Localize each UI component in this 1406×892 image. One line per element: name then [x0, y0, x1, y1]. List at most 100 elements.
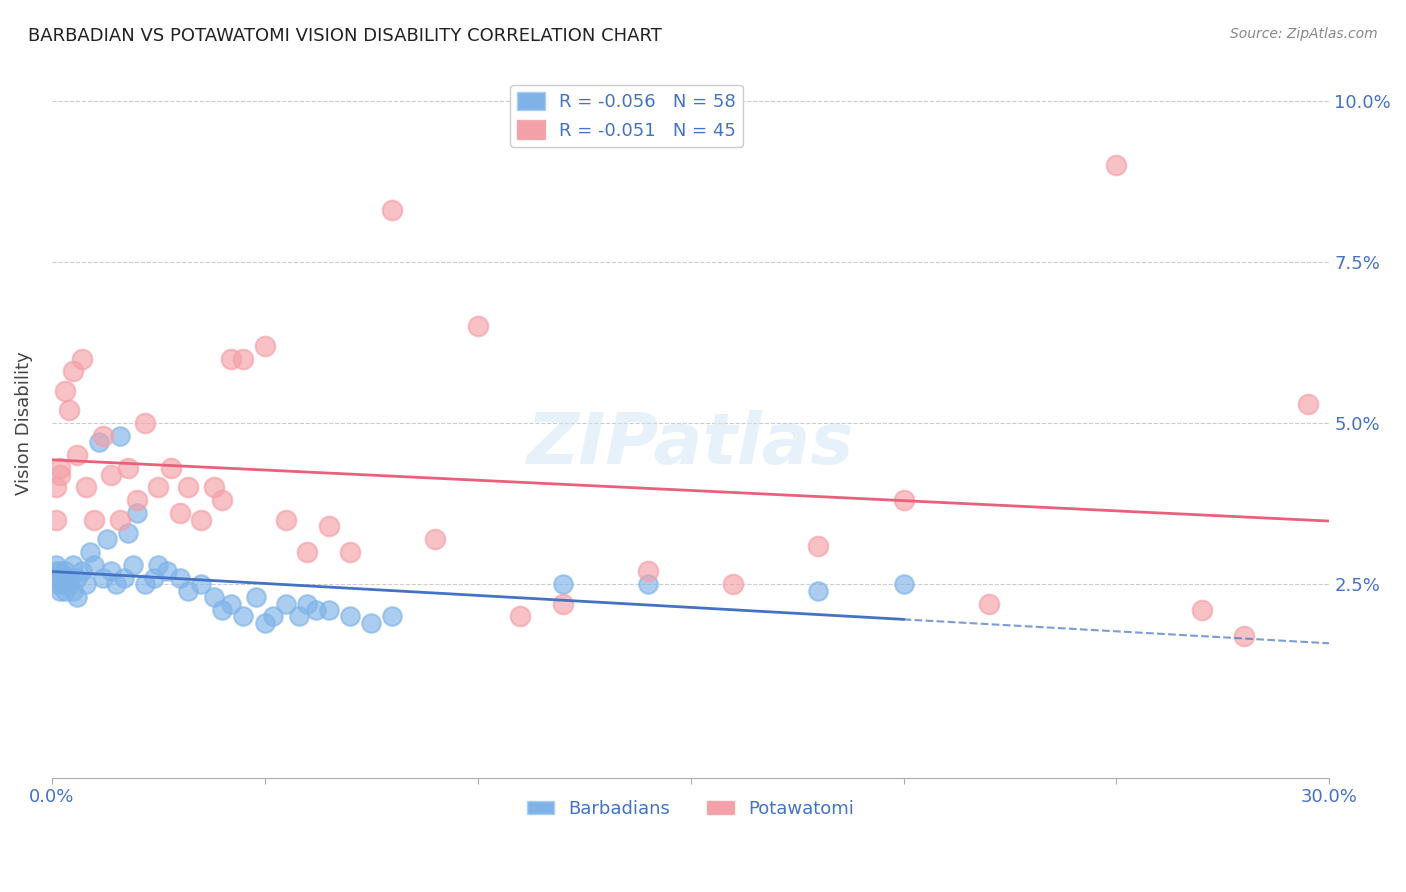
Point [274, 513, 297, 527]
Point [117, 461, 139, 475]
Point [49, 583, 72, 598]
Point [143, 571, 166, 585]
Point [381, 609, 404, 624]
Point [219, 597, 242, 611]
Point [53, 577, 76, 591]
Point [134, 416, 156, 430]
Point [177, 583, 200, 598]
Point [202, 481, 225, 495]
Point [148, 481, 170, 495]
Point [49, 571, 72, 585]
Point [232, 609, 254, 624]
Point [1105, 158, 1128, 172]
Point [287, 609, 309, 624]
Point [1233, 629, 1256, 643]
Point [637, 577, 659, 591]
Point [360, 615, 382, 630]
Legend: Barbadians, Potawatomi: Barbadians, Potawatomi [520, 793, 862, 825]
Point [66, 590, 89, 604]
Y-axis label: Vision Disability: Vision Disability [15, 351, 32, 495]
Point [977, 597, 1000, 611]
Point [112, 571, 135, 585]
Point [467, 319, 489, 334]
Point [637, 564, 659, 578]
Point [381, 203, 404, 218]
Point [45, 481, 67, 495]
Point [58, 571, 80, 585]
Point [339, 609, 361, 624]
Point [297, 597, 319, 611]
Text: BARBADIAN VS POTAWATOMI VISION DISABILITY CORRELATION CHART: BARBADIAN VS POTAWATOMI VISION DISABILIT… [28, 27, 662, 45]
Point [232, 351, 254, 366]
Point [169, 506, 191, 520]
Point [66, 571, 89, 585]
Point [211, 603, 233, 617]
Point [75, 481, 97, 495]
Point [45, 577, 67, 591]
Point [62, 364, 84, 378]
Point [96, 532, 118, 546]
Point [807, 583, 830, 598]
Point [125, 506, 148, 520]
Point [1296, 397, 1319, 411]
Point [45, 571, 67, 585]
Text: Source: ZipAtlas.com: Source: ZipAtlas.com [1230, 27, 1378, 41]
Point [75, 577, 97, 591]
Point [70, 351, 93, 366]
Point [190, 577, 212, 591]
Point [893, 577, 915, 591]
Point [1191, 603, 1213, 617]
Point [58, 577, 80, 591]
Point [807, 539, 830, 553]
Point [177, 481, 200, 495]
Point [83, 513, 105, 527]
Point [202, 590, 225, 604]
Point [83, 558, 105, 572]
Point [108, 513, 131, 527]
Point [100, 564, 122, 578]
Point [100, 467, 122, 482]
Point [125, 493, 148, 508]
Point [219, 351, 242, 366]
Point [49, 577, 72, 591]
Point [169, 571, 191, 585]
Point [148, 558, 170, 572]
Point [262, 609, 284, 624]
Point [45, 513, 67, 527]
Point [211, 493, 233, 508]
Point [721, 577, 744, 591]
Point [253, 615, 276, 630]
Point [91, 571, 114, 585]
Point [160, 461, 183, 475]
Point [62, 558, 84, 572]
Point [79, 545, 101, 559]
Point [53, 571, 76, 585]
Point [49, 467, 72, 482]
Point [62, 583, 84, 598]
Point [423, 532, 446, 546]
Point [190, 513, 212, 527]
Point [245, 590, 267, 604]
Point [297, 545, 319, 559]
Point [305, 603, 328, 617]
Point [53, 564, 76, 578]
Point [49, 461, 72, 475]
Point [117, 525, 139, 540]
Point [58, 403, 80, 417]
Point [66, 448, 89, 462]
Point [108, 429, 131, 443]
Point [318, 603, 340, 617]
Point [339, 545, 361, 559]
Point [45, 564, 67, 578]
Point [551, 577, 574, 591]
Point [49, 564, 72, 578]
Point [253, 339, 276, 353]
Point [134, 577, 156, 591]
Point [104, 577, 127, 591]
Point [156, 564, 179, 578]
Point [87, 435, 110, 450]
Point [551, 597, 574, 611]
Point [318, 519, 340, 533]
Point [893, 493, 915, 508]
Point [53, 384, 76, 398]
